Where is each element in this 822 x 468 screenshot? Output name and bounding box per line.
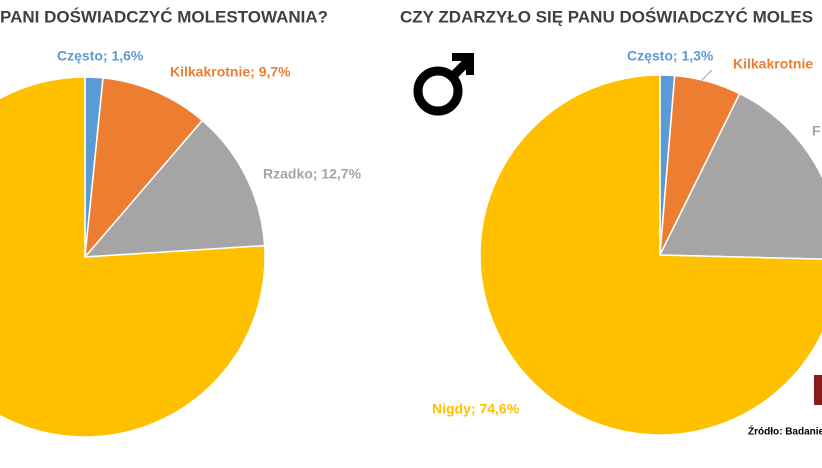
source-note: Źródło: Badanie bbox=[748, 425, 822, 438]
pie-slice bbox=[84, 77, 204, 260]
data-label: Często; 1,6% bbox=[57, 48, 144, 64]
leader-line bbox=[699, 69, 713, 83]
data-label: Nigdy; 74,6% bbox=[432, 401, 520, 417]
chart-title: PANI DOŚWIADCZYĆ MOLESTOWANIA? bbox=[0, 7, 328, 26]
pie-slice bbox=[658, 92, 822, 260]
male-symbol bbox=[413, 53, 474, 116]
logo-fragment bbox=[814, 375, 822, 405]
data-label: F bbox=[812, 123, 821, 139]
pie-slice bbox=[479, 74, 822, 436]
data-label: Często; 1,3% bbox=[627, 48, 714, 64]
data-label: Rzadko; 12,7% bbox=[263, 166, 362, 182]
data-label: Kilkakrotnie; 9,7% bbox=[170, 64, 291, 80]
pie-slice bbox=[0, 76, 266, 438]
chart-title: CZY ZDARZYŁO SIĘ PANU DOŚWIADCZYĆ MOLES bbox=[400, 7, 813, 26]
pie-slice bbox=[83, 119, 266, 258]
data-label: Kilkakrotnie bbox=[733, 56, 813, 72]
